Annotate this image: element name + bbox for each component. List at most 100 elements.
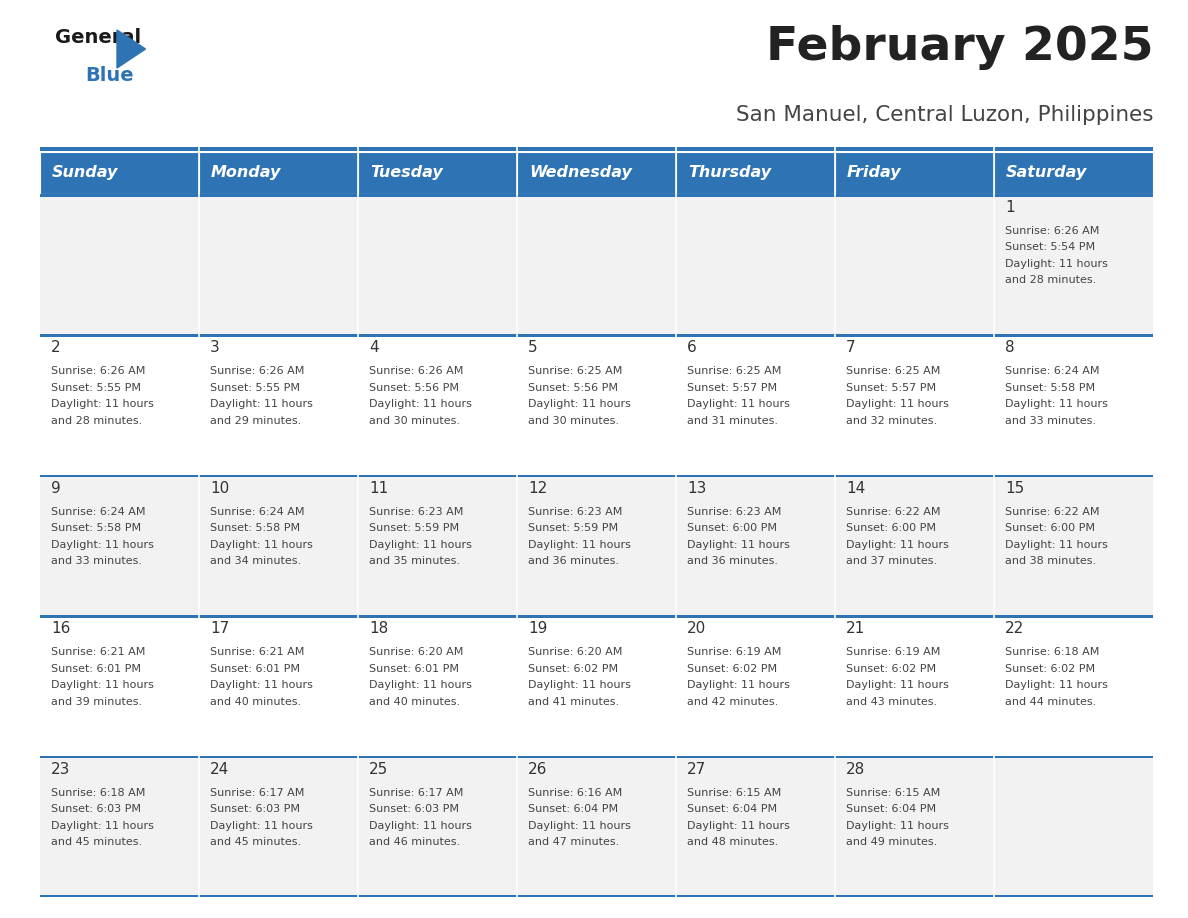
Text: Sunset: 6:03 PM: Sunset: 6:03 PM xyxy=(369,804,459,814)
Text: and 34 minutes.: and 34 minutes. xyxy=(210,556,301,566)
Bar xyxy=(994,152,1154,194)
Text: Sunset: 6:00 PM: Sunset: 6:00 PM xyxy=(846,523,936,533)
Text: Sunrise: 6:23 AM: Sunrise: 6:23 AM xyxy=(527,507,623,517)
Text: 8: 8 xyxy=(1005,341,1015,355)
Text: 27: 27 xyxy=(687,762,706,777)
Text: Daylight: 11 hours: Daylight: 11 hours xyxy=(210,540,312,550)
Text: and 33 minutes.: and 33 minutes. xyxy=(1005,416,1097,426)
Text: and 30 minutes.: and 30 minutes. xyxy=(527,416,619,426)
Text: and 33 minutes.: and 33 minutes. xyxy=(51,556,143,566)
Text: and 44 minutes.: and 44 minutes. xyxy=(1005,697,1097,707)
Text: Daylight: 11 hours: Daylight: 11 hours xyxy=(846,399,949,409)
Text: and 40 minutes.: and 40 minutes. xyxy=(210,697,301,707)
Text: Sunset: 5:55 PM: Sunset: 5:55 PM xyxy=(51,383,141,393)
Text: Daylight: 11 hours: Daylight: 11 hours xyxy=(369,399,472,409)
Text: Sunrise: 6:24 AM: Sunrise: 6:24 AM xyxy=(210,507,304,517)
Text: 24: 24 xyxy=(210,762,229,777)
Text: Thursday: Thursday xyxy=(688,165,771,181)
Text: Daylight: 11 hours: Daylight: 11 hours xyxy=(210,821,312,831)
Text: 20: 20 xyxy=(687,621,706,636)
Text: 18: 18 xyxy=(369,621,388,636)
Text: Daylight: 11 hours: Daylight: 11 hours xyxy=(51,821,154,831)
Text: Sunrise: 6:16 AM: Sunrise: 6:16 AM xyxy=(527,788,623,798)
Bar xyxy=(200,152,358,194)
Bar xyxy=(40,475,1154,615)
Text: Daylight: 11 hours: Daylight: 11 hours xyxy=(687,680,790,690)
Text: Daylight: 11 hours: Daylight: 11 hours xyxy=(687,821,790,831)
Bar xyxy=(40,756,1154,758)
Text: Sunset: 6:02 PM: Sunset: 6:02 PM xyxy=(1005,664,1095,674)
Text: Sunrise: 6:23 AM: Sunrise: 6:23 AM xyxy=(687,507,782,517)
Text: February 2025: February 2025 xyxy=(765,25,1154,70)
Text: 23: 23 xyxy=(51,762,70,777)
Text: and 36 minutes.: and 36 minutes. xyxy=(527,556,619,566)
Bar xyxy=(40,894,1154,897)
Text: Daylight: 11 hours: Daylight: 11 hours xyxy=(210,680,312,690)
Text: Sunset: 6:01 PM: Sunset: 6:01 PM xyxy=(210,664,301,674)
Text: 13: 13 xyxy=(687,481,707,496)
Text: and 42 minutes.: and 42 minutes. xyxy=(687,697,778,707)
Text: Daylight: 11 hours: Daylight: 11 hours xyxy=(846,821,949,831)
Text: Daylight: 11 hours: Daylight: 11 hours xyxy=(1005,540,1108,550)
Text: 10: 10 xyxy=(210,481,229,496)
Text: Sunrise: 6:21 AM: Sunrise: 6:21 AM xyxy=(210,647,304,657)
Text: Sunrise: 6:19 AM: Sunrise: 6:19 AM xyxy=(687,647,782,657)
Text: 17: 17 xyxy=(210,621,229,636)
Text: Daylight: 11 hours: Daylight: 11 hours xyxy=(687,399,790,409)
Text: and 45 minutes.: and 45 minutes. xyxy=(51,837,143,847)
Text: Sunrise: 6:17 AM: Sunrise: 6:17 AM xyxy=(210,788,304,798)
Text: Blue: Blue xyxy=(86,66,133,85)
Text: 1: 1 xyxy=(1005,200,1015,215)
Text: Daylight: 11 hours: Daylight: 11 hours xyxy=(846,680,949,690)
Text: Sunrise: 6:26 AM: Sunrise: 6:26 AM xyxy=(369,366,463,376)
Text: 11: 11 xyxy=(369,481,388,496)
Text: Daylight: 11 hours: Daylight: 11 hours xyxy=(51,399,154,409)
Text: and 43 minutes.: and 43 minutes. xyxy=(846,697,937,707)
Text: Sunset: 6:04 PM: Sunset: 6:04 PM xyxy=(527,804,618,814)
Text: General: General xyxy=(55,28,141,47)
Text: Sunset: 5:56 PM: Sunset: 5:56 PM xyxy=(527,383,618,393)
Text: 19: 19 xyxy=(527,621,548,636)
Text: Sunset: 5:56 PM: Sunset: 5:56 PM xyxy=(369,383,459,393)
Text: Wednesday: Wednesday xyxy=(529,165,632,181)
Text: Sunset: 5:57 PM: Sunset: 5:57 PM xyxy=(846,383,936,393)
Text: 21: 21 xyxy=(846,621,865,636)
Text: Sunrise: 6:25 AM: Sunrise: 6:25 AM xyxy=(846,366,941,376)
Text: Daylight: 11 hours: Daylight: 11 hours xyxy=(369,540,472,550)
Text: and 46 minutes.: and 46 minutes. xyxy=(369,837,460,847)
Text: San Manuel, Central Luzon, Philippines: San Manuel, Central Luzon, Philippines xyxy=(735,105,1154,125)
Bar xyxy=(40,147,1154,151)
Bar xyxy=(676,152,835,194)
Text: Sunset: 5:57 PM: Sunset: 5:57 PM xyxy=(687,383,777,393)
Text: Saturday: Saturday xyxy=(1006,165,1087,181)
Text: Sunset: 6:04 PM: Sunset: 6:04 PM xyxy=(687,804,777,814)
Text: Sunrise: 6:22 AM: Sunrise: 6:22 AM xyxy=(1005,507,1100,517)
Text: Sunrise: 6:15 AM: Sunrise: 6:15 AM xyxy=(687,788,782,798)
Text: Sunrise: 6:26 AM: Sunrise: 6:26 AM xyxy=(210,366,304,376)
Text: 26: 26 xyxy=(527,762,548,777)
Text: and 48 minutes.: and 48 minutes. xyxy=(687,837,778,847)
Text: Sunset: 6:00 PM: Sunset: 6:00 PM xyxy=(1005,523,1095,533)
Text: Sunrise: 6:15 AM: Sunrise: 6:15 AM xyxy=(846,788,940,798)
Text: 4: 4 xyxy=(369,341,379,355)
Text: 2: 2 xyxy=(51,341,61,355)
Text: Sunset: 5:59 PM: Sunset: 5:59 PM xyxy=(527,523,618,533)
Bar xyxy=(358,152,517,194)
Text: Sunrise: 6:24 AM: Sunrise: 6:24 AM xyxy=(51,507,145,517)
Text: 16: 16 xyxy=(51,621,70,636)
Text: 14: 14 xyxy=(846,481,865,496)
Bar xyxy=(40,334,1154,337)
Text: Sunset: 6:02 PM: Sunset: 6:02 PM xyxy=(527,664,618,674)
Text: Sunset: 5:54 PM: Sunset: 5:54 PM xyxy=(1005,242,1095,252)
Polygon shape xyxy=(116,30,145,68)
Text: Daylight: 11 hours: Daylight: 11 hours xyxy=(527,680,631,690)
Bar xyxy=(40,194,1154,196)
Text: and 32 minutes.: and 32 minutes. xyxy=(846,416,937,426)
Text: Friday: Friday xyxy=(847,165,902,181)
Text: and 30 minutes.: and 30 minutes. xyxy=(369,416,460,426)
Text: and 49 minutes.: and 49 minutes. xyxy=(846,837,937,847)
Text: Sunrise: 6:19 AM: Sunrise: 6:19 AM xyxy=(846,647,941,657)
Text: Daylight: 11 hours: Daylight: 11 hours xyxy=(527,540,631,550)
Text: Sunset: 6:01 PM: Sunset: 6:01 PM xyxy=(51,664,141,674)
Text: and 41 minutes.: and 41 minutes. xyxy=(527,697,619,707)
